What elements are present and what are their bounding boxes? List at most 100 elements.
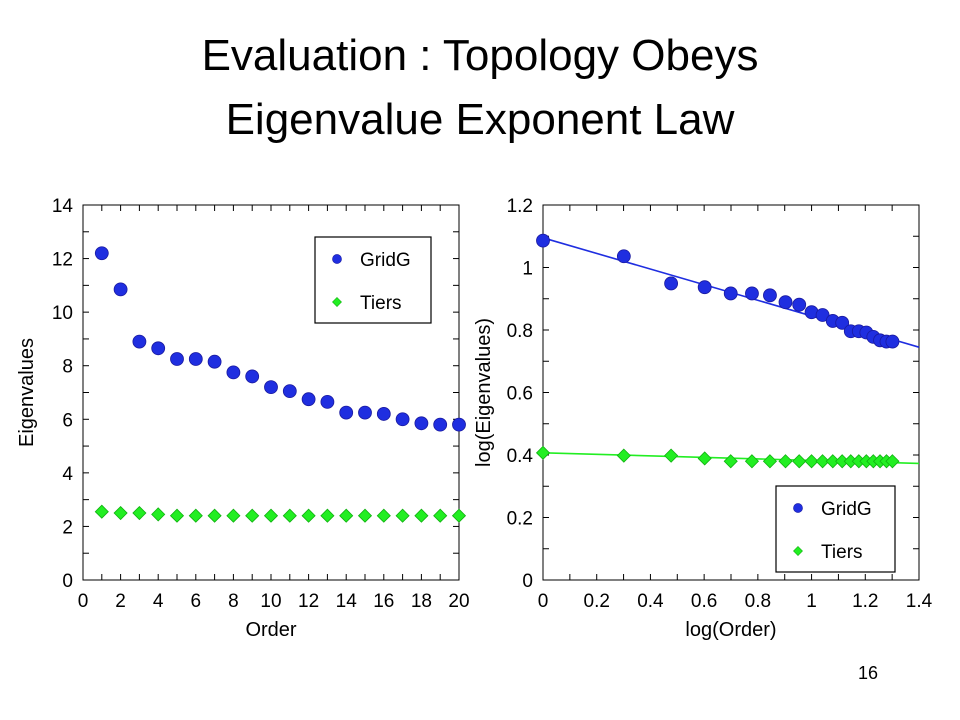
tiers-point	[151, 507, 166, 522]
gridg-point	[414, 416, 429, 431]
gridg-point	[697, 280, 712, 295]
tiers-point	[245, 508, 260, 523]
tiers-point	[723, 454, 738, 469]
tiers-point	[357, 508, 373, 523]
gridg-point	[264, 380, 278, 395]
legend-box	[314, 236, 432, 324]
x-tick-label: 1.2	[852, 591, 878, 612]
tiers-point	[282, 508, 297, 523]
gridg-point	[792, 297, 807, 312]
tiers-point	[792, 454, 807, 469]
series-gridg	[94, 246, 466, 432]
x-tick-label: 1.4	[906, 591, 933, 612]
legend-marker	[793, 546, 803, 556]
y-axis-label: log(Eigenvalues)	[473, 318, 495, 467]
y-tick-label: 10	[52, 303, 73, 324]
tiers-point	[414, 508, 429, 523]
y-tick-label: 0.4	[507, 446, 534, 467]
y-tick-label: 1	[522, 259, 533, 280]
gridg-point	[282, 384, 297, 399]
gridg-point	[358, 405, 372, 420]
gridg-point	[536, 233, 550, 248]
gridg-point	[616, 249, 631, 264]
gridg-point	[835, 315, 850, 330]
legend: GridG Tiers	[775, 485, 896, 573]
tiers-point	[744, 454, 760, 469]
legend-label: GridG	[360, 250, 411, 271]
y-tick-label: 0.8	[507, 321, 533, 342]
slide-title-line-2: Eigenvalue Exponent Law	[225, 95, 735, 144]
tiers-point	[94, 504, 109, 519]
x-tick-label: 2	[115, 591, 126, 612]
legend-gridg-marker	[332, 254, 342, 264]
legend-label: Tiers	[360, 293, 402, 314]
tiers-point	[395, 508, 410, 523]
legend-tiers-marker	[793, 546, 803, 556]
x-tick-label: 8	[228, 591, 239, 612]
gridg-point	[778, 295, 793, 310]
x-tick-label: 1	[806, 591, 817, 612]
tiers-point	[804, 454, 819, 469]
tiers-point	[301, 508, 316, 523]
series-tiers	[535, 445, 920, 469]
x-tick-label: 10	[260, 591, 281, 612]
x-tick-label: 0	[538, 591, 549, 612]
gridg-point	[339, 405, 354, 420]
y-tick-label: 1.2	[507, 196, 533, 217]
tiers-point	[815, 454, 830, 469]
x-tick-label: 16	[373, 591, 394, 612]
x-tick-label: 0.6	[691, 591, 717, 612]
y-tick-label: 6	[62, 410, 73, 431]
gridg-point	[188, 352, 203, 366]
tiers-point	[376, 508, 391, 523]
gridg-point	[301, 392, 316, 407]
legend-label: GridG	[821, 499, 872, 520]
tiers-point	[535, 445, 551, 460]
tiers-point	[664, 448, 679, 463]
x-tick-label: 14	[336, 591, 358, 612]
gridg-point	[664, 276, 679, 291]
x-tick-label: 4	[153, 591, 164, 612]
gridg-point	[245, 369, 260, 384]
tiers-point	[697, 451, 712, 466]
tiers-point	[132, 505, 147, 521]
page-number: 16	[858, 663, 879, 683]
legend-marker	[332, 254, 342, 264]
x-tick-label: 18	[411, 591, 432, 612]
legend-marker	[332, 297, 342, 307]
legend-tiers-marker	[332, 297, 342, 307]
gridg-point	[885, 334, 900, 349]
y-tick-label: 2	[62, 517, 73, 538]
gridg-point	[745, 286, 759, 301]
tiers-point	[885, 454, 900, 469]
y-tick-label: 0.6	[507, 384, 533, 405]
tiers-point	[169, 508, 185, 523]
tiers-point	[226, 508, 241, 523]
tiers-point	[616, 448, 631, 463]
tiers-point	[263, 508, 279, 523]
x-tick-label: 0.2	[584, 591, 610, 612]
chart-1: 0 2 4 6 8 10 12 14 16 18 20 0 2 4 6 8 10 12 14 Order Eigenva…	[16, 196, 470, 641]
x-tick-label: 12	[298, 591, 319, 612]
gridg-point	[113, 282, 128, 297]
legend-marker	[793, 503, 803, 513]
gridg-point	[320, 394, 335, 409]
gridg-point	[170, 352, 184, 366]
gridg-point	[94, 246, 109, 261]
y-tick-label: 0.2	[507, 509, 533, 530]
y-tick-label: 8	[62, 357, 73, 378]
chart-2: 0 0.2 0.4 0.6 0.8 1 1.2 1.4 0 0.2 0.4 0.6 0.8 1 1.2 log…	[473, 196, 933, 641]
x-tick-label: 0	[78, 591, 89, 612]
x-axis-label: Order	[245, 619, 296, 641]
gridg-point	[151, 341, 166, 356]
tiers-point	[339, 508, 354, 523]
slide-title-line-1: Evaluation : Topology Obeys	[201, 31, 759, 80]
tiers-point	[113, 505, 128, 521]
y-axis-label: Eigenvalues	[16, 338, 38, 447]
x-tick-label: 20	[448, 591, 469, 612]
gridg-point	[815, 308, 830, 322]
y-tick-label: 12	[52, 250, 73, 271]
gridg-point	[433, 417, 448, 432]
